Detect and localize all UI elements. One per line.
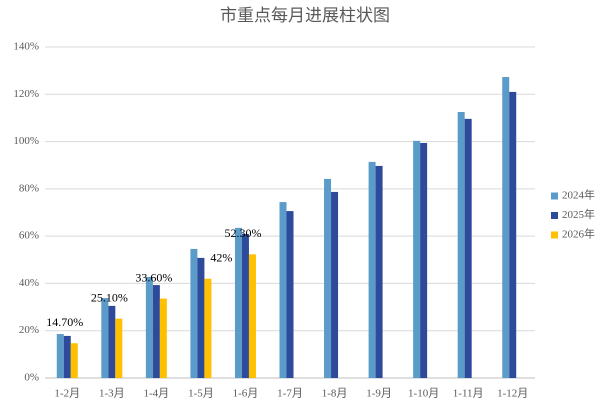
x-tick-label: 1-5月 [188,388,214,400]
x-tick-label: 1-2月 [54,388,80,400]
bar [159,298,167,378]
bar [420,142,428,378]
y-tick-label: 60% [19,230,39,242]
x-tick-label: 1-10月 [408,388,439,400]
bar [70,343,78,378]
bar [241,234,249,378]
bar [204,278,212,378]
y-tick-label: 80% [19,182,39,194]
y-tick-label: 0% [24,372,39,384]
bar [464,118,472,379]
bar [509,91,517,379]
data-label: 42% [210,250,232,264]
bar [502,77,510,378]
y-tick-label: 140% [13,41,39,53]
legend-swatch [551,231,558,239]
bar [324,178,332,378]
data-label: 33.60% [135,270,172,284]
chart-title: 市重点每月进展柱状图 [220,6,390,25]
legend-swatch [551,212,558,219]
x-tick-label: 1-3月 [99,388,125,400]
bar [152,285,160,378]
bar [56,334,64,378]
bar [115,318,123,378]
bar [190,248,198,378]
x-tick-label: 1-7月 [277,388,303,400]
bar [145,277,153,378]
x-tick-label: 1-8月 [322,388,348,400]
bar [248,254,256,378]
bar [279,202,287,378]
bar [108,305,116,378]
bar [413,140,421,378]
bar [331,191,339,378]
legend-label: 2026年 [562,227,595,241]
x-tick-label: 1-11月 [453,388,484,400]
x-tick-label: 1-6月 [233,388,259,400]
y-tick-label: 120% [13,88,39,100]
x-tick-label: 1-4月 [144,388,170,400]
data-label: 25.10% [91,290,128,304]
x-tick-label: 1-12月 [497,388,528,400]
bar [368,161,376,378]
x-tick-label: 1-9月 [366,388,392,400]
y-tick-label: 40% [19,277,39,289]
legend-swatch [551,192,558,200]
bar [375,165,383,378]
bar [197,257,205,378]
data-label: 52.30% [224,226,261,240]
legend-label: 2024年 [562,188,595,202]
bar [234,227,242,378]
y-tick-label: 100% [13,135,39,147]
data-label: 14.70% [46,315,83,329]
bar [63,335,71,378]
legend-label: 2025年 [562,207,595,221]
y-tick-label: 20% [19,324,39,336]
bar [457,112,465,379]
bar [101,298,109,378]
bar [286,211,294,378]
